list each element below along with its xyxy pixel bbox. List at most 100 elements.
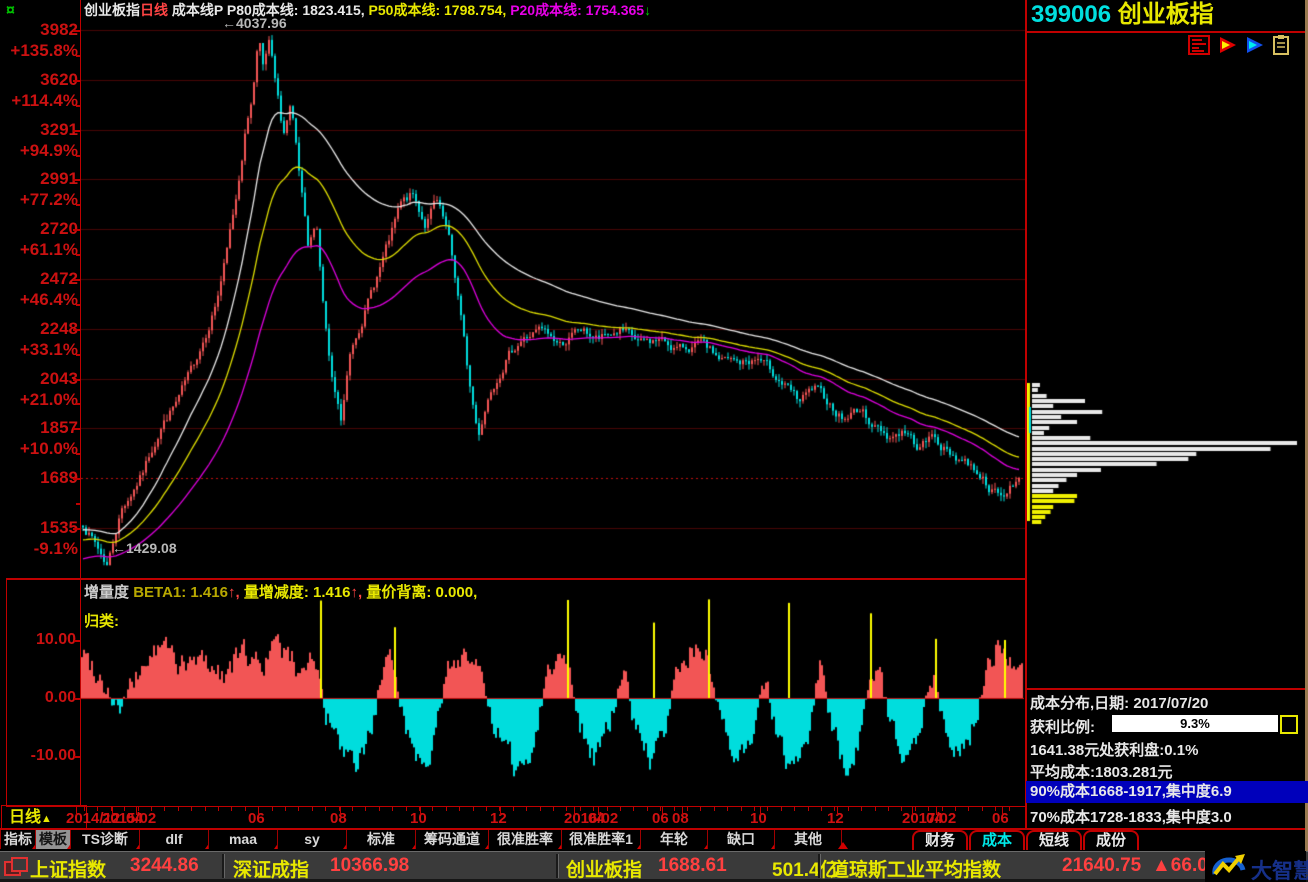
tab-TS诊断[interactable]: TS诊断	[70, 830, 140, 849]
oscillator-axis-tick	[74, 756, 80, 758]
time-axis-minor-tick	[674, 806, 675, 811]
time-axis-minor-tick	[379, 806, 380, 811]
volume-oscillator-chart[interactable]	[81, 580, 1024, 806]
time-axis-minor-tick	[84, 806, 85, 811]
time-axis-major-tick	[760, 806, 761, 815]
tab-指标[interactable]: 指标	[0, 830, 36, 849]
subchart-top-border	[6, 578, 1025, 580]
tab-财务[interactable]: 财务	[912, 830, 968, 850]
tab-模板[interactable]: 模板	[35, 830, 71, 849]
period-selector[interactable]: 日线▲	[1, 805, 87, 831]
time-axis-minor-tick	[191, 806, 192, 811]
time-axis-label: 04	[126, 810, 143, 827]
tab-标准[interactable]: 标准	[346, 830, 416, 849]
oscillator-axis-label: 10.00	[35, 631, 76, 648]
time-axis-minor-tick	[352, 806, 353, 811]
time-axis-minor-tick	[767, 806, 768, 811]
tab-成本[interactable]: 成本	[969, 830, 1025, 850]
tab-其他[interactable]: 其他	[774, 830, 842, 849]
tab-短线[interactable]: 短线	[1026, 830, 1082, 850]
time-axis-major-tick	[76, 806, 77, 815]
time-axis-minor-tick	[593, 806, 594, 811]
time-axis-minor-tick	[995, 806, 996, 811]
cost-distribution-chart[interactable]	[1027, 60, 1305, 688]
time-axis-minor-tick	[513, 806, 514, 811]
index-change-4: ▲66.0	[1152, 855, 1208, 876]
tab-sy[interactable]: sy	[277, 830, 347, 849]
status-separator	[556, 854, 559, 878]
tab-成份[interactable]: 成份	[1083, 830, 1139, 850]
tab-maa[interactable]: maa	[208, 830, 278, 849]
time-axis-minor-tick	[205, 806, 206, 811]
cost-90-line[interactable]: 90%成本1668-1917,集中度6.9	[1026, 781, 1308, 803]
time-axis-minor-tick	[245, 806, 246, 811]
time-axis-label: 10	[410, 810, 427, 827]
price-axis-label: 3982	[40, 20, 78, 39]
red-flag-icon[interactable]	[1219, 35, 1237, 55]
profit-ratio-slider[interactable]	[1280, 715, 1298, 734]
blue-flag-icon[interactable]	[1246, 35, 1264, 55]
clipboard-icon[interactable]	[1273, 34, 1290, 55]
main-price-chart[interactable]	[81, 12, 1025, 578]
axis-minor-tick	[76, 104, 80, 107]
oscillator-axis-label: -10.00	[30, 747, 76, 764]
time-axis-minor-tick	[888, 806, 889, 811]
tab-年轮[interactable]: 年轮	[640, 830, 708, 849]
vol-value: 1.416	[312, 584, 351, 601]
f10-report-icon[interactable]	[1188, 34, 1210, 55]
stock-code: 399006	[1031, 1, 1112, 28]
axis-tick	[73, 477, 80, 480]
time-axis-label: 2014/12	[66, 810, 121, 827]
time-axis-minor-tick	[339, 806, 340, 811]
indicator-settings-icon[interactable]: ¤	[6, 2, 15, 19]
axis-minor-tick	[76, 254, 80, 257]
time-axis-minor-tick	[312, 806, 313, 811]
time-axis-minor-tick	[781, 806, 782, 811]
period-up-arrow-icon: ▲	[41, 813, 52, 825]
index-name-3[interactable]: 创业板指	[566, 860, 643, 881]
time-axis-major-tick	[420, 806, 421, 815]
time-axis-label: 06	[652, 810, 669, 827]
dev-label: 量价背离:	[366, 584, 432, 601]
tab-很准胜率[interactable]: 很准胜率	[488, 830, 562, 849]
time-axis-minor-tick	[365, 806, 366, 811]
index-name-1[interactable]: 上证指数	[30, 860, 107, 881]
oscillator-axis-tick	[74, 698, 80, 700]
vol-up-arrow-icon: ↑,	[350, 584, 363, 601]
time-axis-minor-tick	[741, 806, 742, 811]
dev-value: 0.000,	[435, 584, 478, 601]
tab-筹码通道[interactable]: 筹码通道	[415, 830, 489, 849]
time-axis-minor-tick	[406, 806, 407, 811]
time-axis-minor-tick	[620, 806, 621, 811]
tab-缺口[interactable]: 缺口	[707, 830, 775, 849]
beta-value: 1.416	[190, 584, 228, 601]
vol-label: 量增减度:	[243, 584, 309, 601]
multi-window-icon[interactable]	[4, 857, 28, 876]
tab-dlf[interactable]: dlf	[139, 830, 209, 849]
time-axis-minor-tick	[446, 806, 447, 811]
axis-tick	[73, 279, 80, 281]
index-name-4[interactable]: 道琼斯工业平均指数	[830, 860, 1002, 881]
time-axis-major-tick	[912, 806, 913, 815]
percent-axis-label: +21.0%	[19, 389, 78, 409]
price-axis-label: 2720	[40, 219, 78, 239]
right-panel-toolbar	[1188, 34, 1290, 55]
price-axis-label: 3620	[40, 69, 78, 89]
time-axis-minor-tick	[607, 806, 608, 811]
tabrow-topline	[0, 828, 1308, 830]
index-name-2[interactable]: 深证成指	[233, 860, 310, 881]
axis-tick	[73, 378, 80, 381]
time-axis-minor-tick	[942, 806, 943, 811]
time-axis-minor-tick	[231, 806, 232, 811]
percent-axis-label: +135.8%	[10, 41, 78, 60]
low-annotation: ←1429.08	[112, 540, 177, 556]
time-axis-label: 2016/02	[564, 810, 619, 827]
time-axis-label: 10	[750, 810, 767, 827]
time-axis-minor-tick	[392, 806, 393, 811]
time-axis-minor-tick	[915, 806, 916, 811]
time-axis-minor-tick	[97, 806, 98, 811]
beta-up-arrow-icon: ↑,	[227, 584, 240, 601]
subchart-left-border	[6, 578, 7, 807]
main-axis-line	[80, 0, 81, 578]
tab-很准胜率1[interactable]: 很准胜率1	[561, 830, 641, 849]
